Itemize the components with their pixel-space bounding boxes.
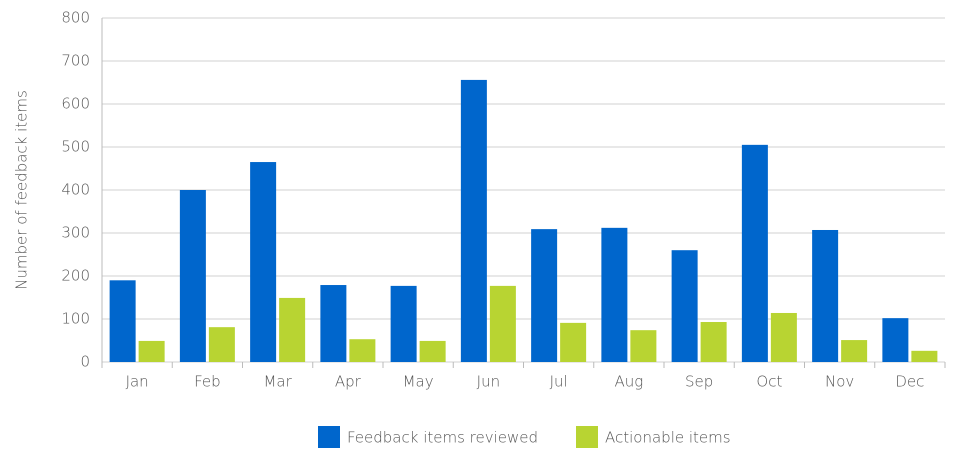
legend-label: Actionable items xyxy=(605,429,731,447)
y-tick-label: 300 xyxy=(61,224,90,242)
bar xyxy=(671,250,698,362)
bar xyxy=(320,285,347,362)
bar xyxy=(560,322,587,362)
bar xyxy=(138,340,165,362)
x-tick-label: Apr xyxy=(335,373,362,391)
bar xyxy=(911,350,938,362)
legend-swatch xyxy=(576,426,598,448)
bar xyxy=(250,162,277,362)
bar xyxy=(349,339,376,362)
x-tick-label: Dec xyxy=(895,373,924,391)
bar xyxy=(179,190,206,362)
x-tick-label: Sep xyxy=(685,373,713,391)
y-tick-label: 800 xyxy=(61,9,90,27)
y-axis-title: Number of feedback items xyxy=(13,90,31,290)
y-tick-label: 700 xyxy=(61,52,90,70)
bar xyxy=(770,312,797,362)
y-tick-label: 600 xyxy=(61,95,90,113)
bar xyxy=(882,318,909,362)
y-tick-label: 500 xyxy=(61,138,90,156)
bar xyxy=(419,340,446,362)
x-tick-label: Mar xyxy=(263,373,292,391)
legend-swatch xyxy=(318,426,340,448)
y-tick-label: 100 xyxy=(61,310,90,328)
y-tick-label: 0 xyxy=(80,353,90,371)
y-tick-label: 200 xyxy=(61,267,90,285)
bar xyxy=(279,297,306,362)
x-tick-label: Aug xyxy=(614,373,643,391)
bar xyxy=(208,327,235,362)
bar xyxy=(741,144,768,362)
x-tick-label: Jul xyxy=(550,373,568,391)
bar xyxy=(460,79,487,363)
bar xyxy=(812,229,839,362)
bar xyxy=(109,280,136,362)
x-tick-label: Jun xyxy=(477,373,500,391)
bar xyxy=(601,227,628,362)
x-tick-label: Jan xyxy=(126,373,149,391)
x-tick-label: Feb xyxy=(194,373,221,391)
bar xyxy=(531,229,558,362)
bar xyxy=(489,285,516,362)
bar xyxy=(390,285,417,362)
bar xyxy=(700,322,727,362)
bar xyxy=(630,330,657,362)
bar xyxy=(841,340,868,362)
y-tick-label: 400 xyxy=(61,181,90,199)
x-tick-label: Nov xyxy=(825,373,854,391)
x-tick-label: May xyxy=(403,373,434,391)
x-tick-label: Oct xyxy=(756,373,782,391)
legend-label: Feedback items reviewed xyxy=(347,429,538,447)
